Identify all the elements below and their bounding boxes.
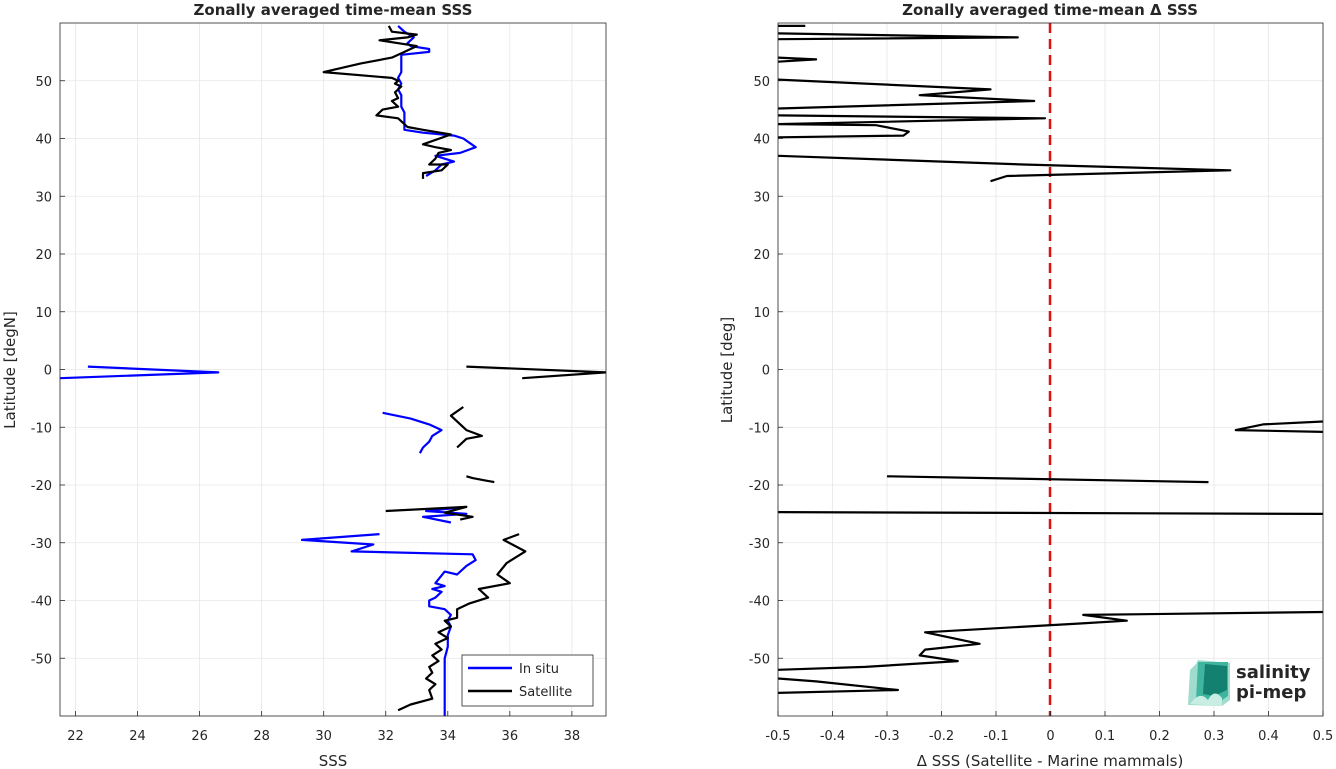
delta-sss-y-tick-label: -10: [749, 421, 770, 436]
delta-sss-y-tick-label: 10: [753, 306, 770, 321]
delta-sss-y-tick-label: 20: [753, 248, 770, 263]
sss-x-tick-label: 32: [377, 729, 394, 744]
delta-sss-x-tick-label: 0.2: [1149, 729, 1170, 744]
delta-sss-x-tick-label: 0.3: [1204, 729, 1225, 744]
sss-y-tick-label: 40: [35, 133, 52, 148]
delta-sss-y-tick-label: -40: [749, 595, 770, 610]
delta-sss-y-tick-label: -50: [749, 652, 770, 667]
delta-sss-x-axis-label: Δ SSS (Satellite - Marine mammals): [917, 752, 1184, 769]
sss-y-tick-label: 30: [35, 190, 52, 205]
delta-sss-y-tick-label: 30: [753, 190, 770, 205]
delta-sss-series: [778, 24, 1323, 694]
sss-x-tick-label: 38: [564, 729, 581, 744]
delta-sss-series-line-delta: [778, 677, 900, 694]
legend-label-in-situ: In situ: [519, 662, 559, 677]
sss-y-tick-label: -50: [31, 652, 52, 667]
delta-sss-x-tick-label: 0.4: [1258, 729, 1279, 744]
delta-sss-chart-title: Zonally averaged time-mean Δ SSS: [902, 1, 1198, 19]
sss-series-line-in-situ: [397, 25, 477, 177]
sss-x-tick-label: 24: [129, 729, 146, 744]
salinity-pi-mep-logo: salinity pi-mep: [1188, 660, 1311, 706]
delta-sss-x-ticks: -0.5 -0.4 -0.3 -0.2 -0.1 0 0.1 0.2 0.3 0.4 0.5: [765, 711, 1333, 744]
sss-y-tick-label: -10: [31, 421, 52, 436]
delta-sss-y-tick-label: -30: [749, 537, 770, 552]
delta-sss-x-tick-label: 0: [1046, 729, 1054, 744]
sss-series-line-satellite: [466, 475, 495, 484]
delta-sss-x-tick-label: 0.5: [1313, 729, 1334, 744]
delta-sss-x-tick-label: -0.1: [983, 729, 1008, 744]
delta-sss-y-tick-label: -20: [749, 479, 770, 494]
sss-y-tick-label: 0: [44, 364, 52, 379]
sss-x-tick-label: 36: [502, 729, 519, 744]
delta-sss-x-tick-label: -0.2: [929, 729, 954, 744]
sss-x-axis-label: SSS: [319, 752, 348, 769]
delta-sss-x-tick-label: 0.1: [1095, 729, 1116, 744]
sss-y-axis-label: Latitude [degN]: [1, 311, 19, 429]
sss-y-tick-label: 10: [35, 306, 52, 321]
delta-sss-y-tick-label: 40: [753, 133, 770, 148]
sss-x-tick-label: 30: [315, 729, 332, 744]
delta-sss-series-line-delta: [778, 114, 1047, 139]
sss-panel: 22 24 26 28 30 32 34 36 38 50 40 30 20 10 0 -10 -20 -30 -…: [1, 1, 607, 769]
sss-y-tick-label: 50: [35, 75, 52, 90]
delta-sss-y-tick-label: 0: [762, 364, 770, 379]
sss-x-tick-label: 22: [67, 729, 84, 744]
sss-y-ticks: 50 40 30 20 10 0 -10 -20 -30 -40 -50: [31, 75, 65, 667]
delta-sss-panel: -0.5 -0.4 -0.3 -0.2 -0.1 0 0.1 0.2 0.3 0.4 0.5 50 4…: [718, 1, 1333, 769]
sss-x-tick-label: 28: [253, 729, 270, 744]
delta-sss-series-line-delta: [778, 32, 1019, 41]
delta-sss-x-tick-label: -0.3: [874, 729, 899, 744]
logo-text-pi-mep: pi-mep: [1236, 682, 1306, 703]
sss-y-tick-label: -30: [31, 537, 52, 552]
logo-wave-icon: [1188, 660, 1230, 706]
sss-series-line-satellite: [397, 533, 527, 712]
sss-y-tick-label: -40: [31, 595, 52, 610]
sss-series-line-in-situ: [60, 365, 220, 380]
sss-series-line-satellite: [385, 505, 474, 521]
sss-series-line-in-situ: [421, 505, 468, 524]
delta-sss-y-tick-label: 50: [753, 75, 770, 90]
sss-series-line-satellite: [466, 365, 606, 380]
sss-y-tick-label: 20: [35, 248, 52, 263]
delta-sss-series-line-delta: [778, 56, 818, 63]
legend-label-satellite: Satellite: [519, 685, 572, 700]
delta-sss-series-line-delta: [886, 475, 1209, 484]
delta-sss-series-line-delta: [778, 78, 1036, 110]
sss-x-tick-label: 34: [440, 729, 457, 744]
sss-series-line-in-situ: [300, 533, 477, 716]
delta-sss-series-line-delta: [778, 510, 1323, 516]
sss-chart-title: Zonally averaged time-mean SSS: [194, 1, 473, 19]
delta-sss-series-line-delta: [1234, 420, 1323, 433]
sss-series-line-in-situ: [382, 411, 443, 454]
delta-sss-y-axis-label: Latitude [deg]: [718, 317, 736, 423]
sss-x-ticks: 22 24 26 28 30 32 34 36 38: [67, 711, 580, 744]
logo-text-salinity: salinity: [1236, 662, 1311, 683]
sss-series: [60, 25, 606, 716]
sss-x-tick-label: 26: [191, 729, 208, 744]
legend-box: [461, 654, 594, 707]
legend: In situ Satellite: [461, 654, 594, 707]
delta-sss-series-line-delta: [778, 610, 1323, 671]
delta-sss-x-tick-label: -0.5: [765, 729, 790, 744]
delta-sss-y-ticks: 50 40 30 20 10 0 -10 -20 -30 -40 -50: [749, 75, 783, 667]
sss-y-tick-label: -20: [31, 479, 52, 494]
sss-series-line-satellite: [449, 406, 483, 449]
sss-series-line-satellite: [322, 25, 452, 179]
delta-sss-series-line-delta: [778, 154, 1232, 183]
delta-sss-x-tick-label: -0.4: [820, 729, 845, 744]
